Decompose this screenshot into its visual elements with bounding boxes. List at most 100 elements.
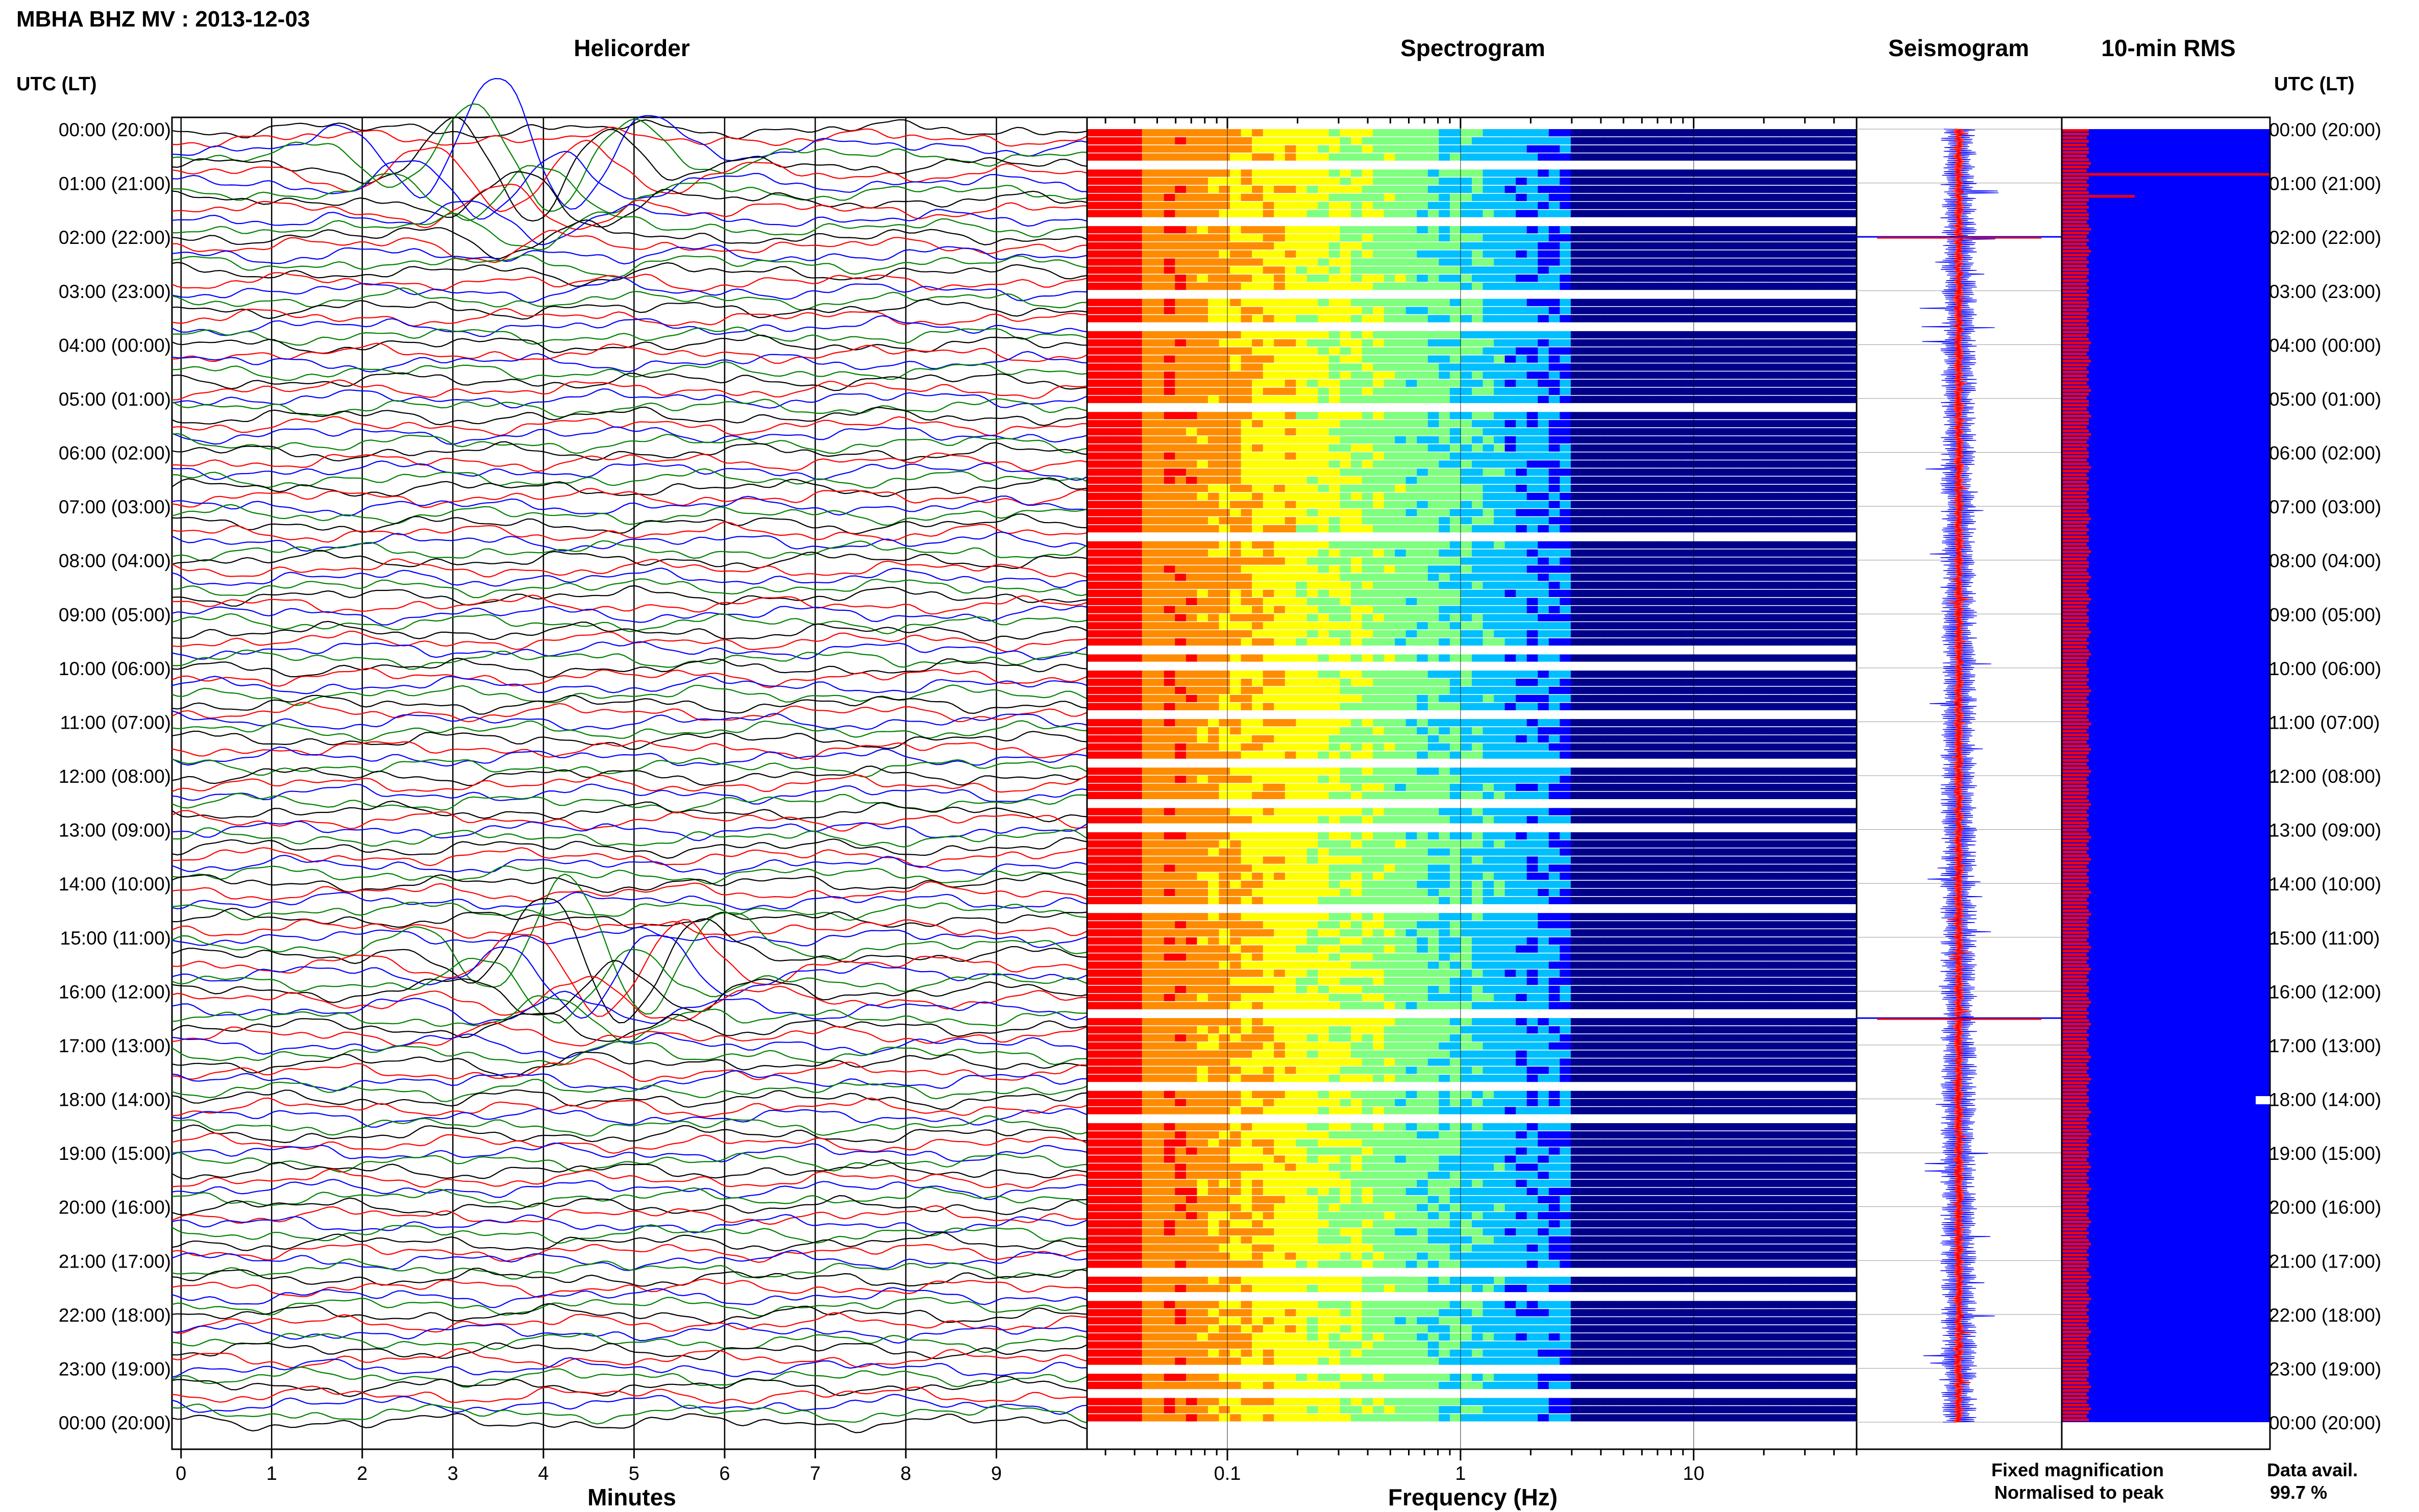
spectrogram-cell <box>1669 145 1682 153</box>
spectrogram-cell <box>1263 226 1274 234</box>
spectrogram-cell <box>1395 622 1406 630</box>
spectrogram-cell <box>1449 589 1462 597</box>
spectrogram-cell <box>1461 234 1472 242</box>
spectrogram-cell <box>1736 606 1747 613</box>
spectrogram-cell <box>1758 671 1769 678</box>
spectrogram-cell <box>1461 460 1472 468</box>
spectrogram-cell <box>1395 581 1406 589</box>
spectrogram-cell <box>1109 307 1121 314</box>
spectrogram-cell <box>1516 614 1527 622</box>
spectrogram-cell <box>1845 355 1857 363</box>
spectrogram-cell <box>1395 380 1406 387</box>
spectrogram-cell <box>1834 202 1846 209</box>
spectrogram-cell <box>1208 250 1220 258</box>
spectrogram-cell <box>1724 460 1736 468</box>
helicorder-trace <box>171 315 1088 337</box>
spectrogram-cell <box>1669 477 1682 484</box>
spectrogram-cell <box>1461 371 1472 379</box>
spectrogram-cell <box>1768 299 1780 306</box>
spectrogram-cell <box>1274 695 1286 702</box>
helicorder-trace <box>171 1412 1088 1433</box>
spectrogram-cell <box>1131 565 1143 573</box>
spectrogram-cell <box>1560 339 1571 347</box>
spectrogram-cell <box>1647 484 1659 492</box>
spectrogram-cell <box>1109 509 1121 516</box>
spectrogram-cell <box>1713 589 1725 597</box>
spectrogram-cell <box>1461 638 1472 646</box>
spectrogram-cell <box>1538 565 1549 573</box>
spectrogram-cell <box>1461 614 1472 622</box>
spectrogram-cell <box>1395 420 1406 428</box>
spectrogram-cell <box>1758 460 1769 468</box>
spectrogram-cell <box>1318 484 1329 492</box>
spectrogram-cell <box>1131 137 1143 145</box>
spectrogram-cell <box>1812 420 1824 428</box>
spectrogram-cell <box>1538 363 1549 371</box>
spectrogram-cell <box>1637 420 1648 428</box>
spectrogram-cell <box>1449 169 1462 177</box>
spectrogram-cell <box>1516 598 1527 605</box>
spectrogram-cell <box>1724 630 1736 638</box>
spectrogram-cell <box>1306 509 1319 516</box>
spectrogram-cell <box>1593 541 1605 549</box>
spectrogram-cell <box>1801 169 1813 177</box>
spectrogram-cell <box>1296 202 1307 209</box>
spectrogram-cell <box>1186 565 1198 573</box>
spectrogram-cell <box>1461 581 1472 589</box>
spectrogram-cell <box>1405 145 1417 153</box>
helicorder-trace <box>171 1070 1088 1092</box>
spectrogram-cell <box>1713 339 1725 347</box>
spectrogram-cell <box>1449 137 1462 145</box>
spectrogram-cell <box>1647 339 1659 347</box>
helicorder-trace <box>171 1152 1088 1173</box>
spectrogram-cell <box>1306 347 1319 355</box>
spectrogram-cell <box>1494 355 1505 363</box>
spectrogram-cell <box>1131 581 1143 589</box>
spectrogram-cell <box>1153 234 1165 242</box>
spectrogram-cell <box>1230 266 1242 274</box>
spectrogram-cell <box>1098 484 1109 492</box>
spectrogram-cell <box>1691 630 1704 638</box>
spectrogram-cell <box>1230 581 1242 589</box>
spectrogram-cell <box>1713 581 1725 589</box>
spectrogram-cell <box>1373 727 1385 735</box>
spectrogram-cell <box>1362 307 1373 314</box>
spectrogram-cell <box>1790 484 1802 492</box>
spectrogram-cell <box>1131 686 1143 695</box>
spectrogram-cell <box>1713 452 1725 460</box>
spectrogram-cell <box>1691 250 1704 258</box>
spectrogram-cell <box>1637 178 1648 185</box>
spectrogram-cell <box>1713 363 1725 371</box>
spectrogram-cell <box>1758 743 1769 751</box>
spectrogram-cell <box>1252 703 1264 710</box>
spectrogram-cell <box>1472 517 1484 525</box>
spectrogram-cell <box>1098 444 1109 452</box>
spectrogram-cell <box>1120 395 1131 403</box>
spectrogram-cell <box>1494 581 1505 589</box>
spectrogram-cell <box>1230 412 1242 419</box>
spectrogram-cell <box>1483 258 1494 266</box>
spectrogram-cell <box>1647 282 1659 290</box>
spectrogram-cell <box>1427 380 1440 387</box>
spectrogram-cell <box>1230 420 1242 428</box>
spectrogram-cell <box>1615 614 1626 622</box>
spectrogram-cell <box>1615 686 1626 695</box>
spectrogram-cell <box>1175 129 1187 137</box>
spectrogram-cell <box>1768 525 1780 533</box>
spectrogram-cell <box>1845 299 1857 306</box>
spectrogram-cell <box>1362 574 1373 581</box>
spectrogram-cell <box>1472 581 1484 589</box>
spectrogram-cell <box>1351 654 1363 662</box>
spectrogram-cell <box>1318 622 1329 630</box>
spectrogram-cell <box>1328 420 1341 428</box>
spectrogram-cell <box>1702 193 1714 201</box>
spectrogram-cell <box>1175 574 1187 581</box>
spectrogram-cell <box>1603 638 1615 646</box>
spectrogram-cell <box>1351 509 1363 516</box>
spectrogram-cell <box>1197 420 1208 428</box>
spectrogram-cell <box>1098 210 1109 217</box>
spectrogram-cell <box>1724 315 1736 323</box>
spectrogram-cell <box>1713 266 1725 274</box>
spectrogram-cell <box>1120 622 1131 630</box>
spectrogram-cell <box>1834 671 1846 678</box>
